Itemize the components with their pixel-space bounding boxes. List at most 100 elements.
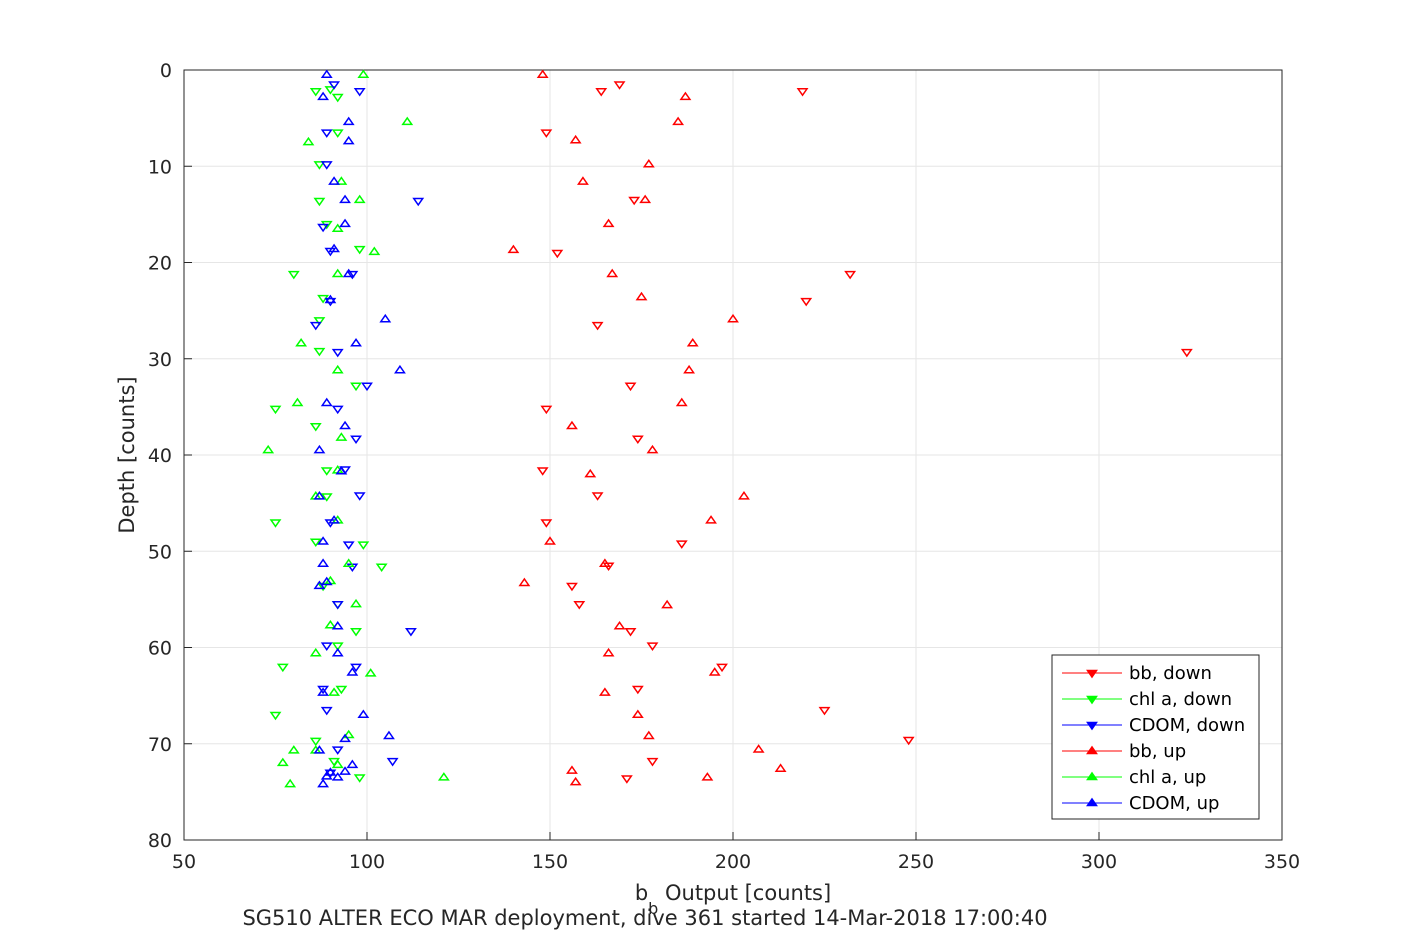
- data-point: [686, 337, 699, 347]
- y-tick-label: 20: [148, 253, 172, 275]
- data-point: [566, 765, 578, 774]
- data-point: [328, 243, 340, 253]
- data-point: [320, 576, 333, 586]
- data-point: [774, 763, 787, 772]
- x-axis-ticks: 50 100 150 200 250 300 350: [172, 832, 1300, 873]
- legend-entry: chl a, down: [1062, 689, 1232, 710]
- data-point: [342, 135, 355, 145]
- data-point: [672, 116, 685, 126]
- series-bb-up: [507, 69, 787, 786]
- figure-caption: SG510 ALTER ECO MAR deployment, dive 361…: [242, 906, 1047, 930]
- data-point: [317, 778, 330, 788]
- data-point: [679, 91, 692, 101]
- legend-marker: [1086, 721, 1098, 731]
- data-point: [364, 668, 377, 677]
- series-chl-a-up: [262, 69, 450, 788]
- data-point: [404, 627, 417, 637]
- data-point: [350, 435, 362, 445]
- data-point: [320, 706, 333, 716]
- data-point: [317, 223, 330, 233]
- data-point: [642, 158, 655, 168]
- data-point: [818, 706, 831, 716]
- data-point: [752, 744, 765, 753]
- y-tick-label: 70: [148, 734, 172, 756]
- data-point: [342, 268, 355, 278]
- data-point: [569, 776, 582, 786]
- legend-label: chl a, up: [1129, 767, 1206, 788]
- data-point: [287, 270, 300, 280]
- legend-box: [1051, 654, 1260, 820]
- legend-label: CDOM, down: [1129, 715, 1245, 736]
- data-point: [357, 541, 370, 550]
- data-point: [551, 249, 564, 259]
- data-point: [675, 397, 688, 407]
- data-point: [313, 745, 326, 754]
- legend-entry: CDOM, down: [1062, 715, 1245, 736]
- x-tick-label: 250: [898, 851, 934, 873]
- data-point: [1180, 348, 1193, 358]
- legend-entry: bb, up: [1062, 741, 1186, 762]
- data-point: [339, 733, 351, 743]
- data-point: [269, 405, 282, 415]
- legend-label: bb, down: [1129, 663, 1212, 684]
- data-point: [357, 709, 370, 719]
- data-point: [727, 313, 739, 323]
- data-point: [331, 620, 344, 630]
- data-point: [331, 746, 344, 755]
- data-point: [353, 774, 366, 783]
- data-point: [331, 348, 344, 358]
- data-point: [591, 321, 604, 331]
- data-point: [379, 313, 392, 323]
- data-point: [705, 515, 717, 524]
- data-point: [339, 766, 351, 775]
- data-point: [708, 667, 721, 676]
- data-point: [276, 663, 289, 673]
- data-point: [540, 405, 553, 415]
- x-axis-label-subscript: b: [648, 899, 658, 918]
- data-point: [350, 598, 362, 608]
- data-point: [544, 536, 556, 545]
- data-point: [386, 757, 399, 767]
- legend-marker: [1086, 797, 1098, 807]
- data-point: [276, 757, 289, 767]
- data-point: [331, 601, 344, 610]
- data-point: [287, 745, 300, 754]
- data-point: [342, 729, 355, 739]
- data-point: [620, 775, 633, 784]
- data-point: [328, 81, 340, 90]
- data-point: [350, 663, 362, 673]
- data-point: [313, 197, 326, 207]
- data-point: [342, 558, 355, 567]
- data-point: [375, 563, 388, 573]
- x-tick-label: 100: [349, 851, 385, 873]
- data-point: [324, 619, 337, 629]
- data-point: [536, 69, 549, 78]
- data-point: [295, 337, 308, 347]
- data-point: [353, 245, 366, 255]
- y-tick-label: 10: [148, 156, 172, 178]
- data-point: [269, 519, 282, 528]
- data-point: [342, 541, 355, 550]
- data-point: [324, 86, 337, 95]
- data-point: [683, 364, 696, 374]
- data-point: [339, 420, 351, 430]
- data-point: [631, 709, 644, 719]
- data-point: [309, 538, 322, 547]
- data-point: [320, 642, 333, 651]
- data-point: [331, 129, 344, 138]
- y-axis-ticks: 0 10 20 30 40 50 60 70 80: [148, 60, 192, 852]
- data-point: [324, 294, 337, 304]
- data-point: [331, 405, 344, 415]
- data-point: [383, 730, 395, 740]
- data-point: [269, 711, 282, 721]
- data-point: [844, 270, 857, 280]
- data-point: [346, 759, 359, 769]
- data-point: [569, 134, 582, 144]
- data-point: [317, 558, 330, 567]
- data-point: [518, 577, 531, 587]
- data-point: [313, 491, 326, 500]
- data-point: [331, 772, 344, 781]
- data-point: [350, 337, 362, 347]
- data-point: [313, 347, 326, 357]
